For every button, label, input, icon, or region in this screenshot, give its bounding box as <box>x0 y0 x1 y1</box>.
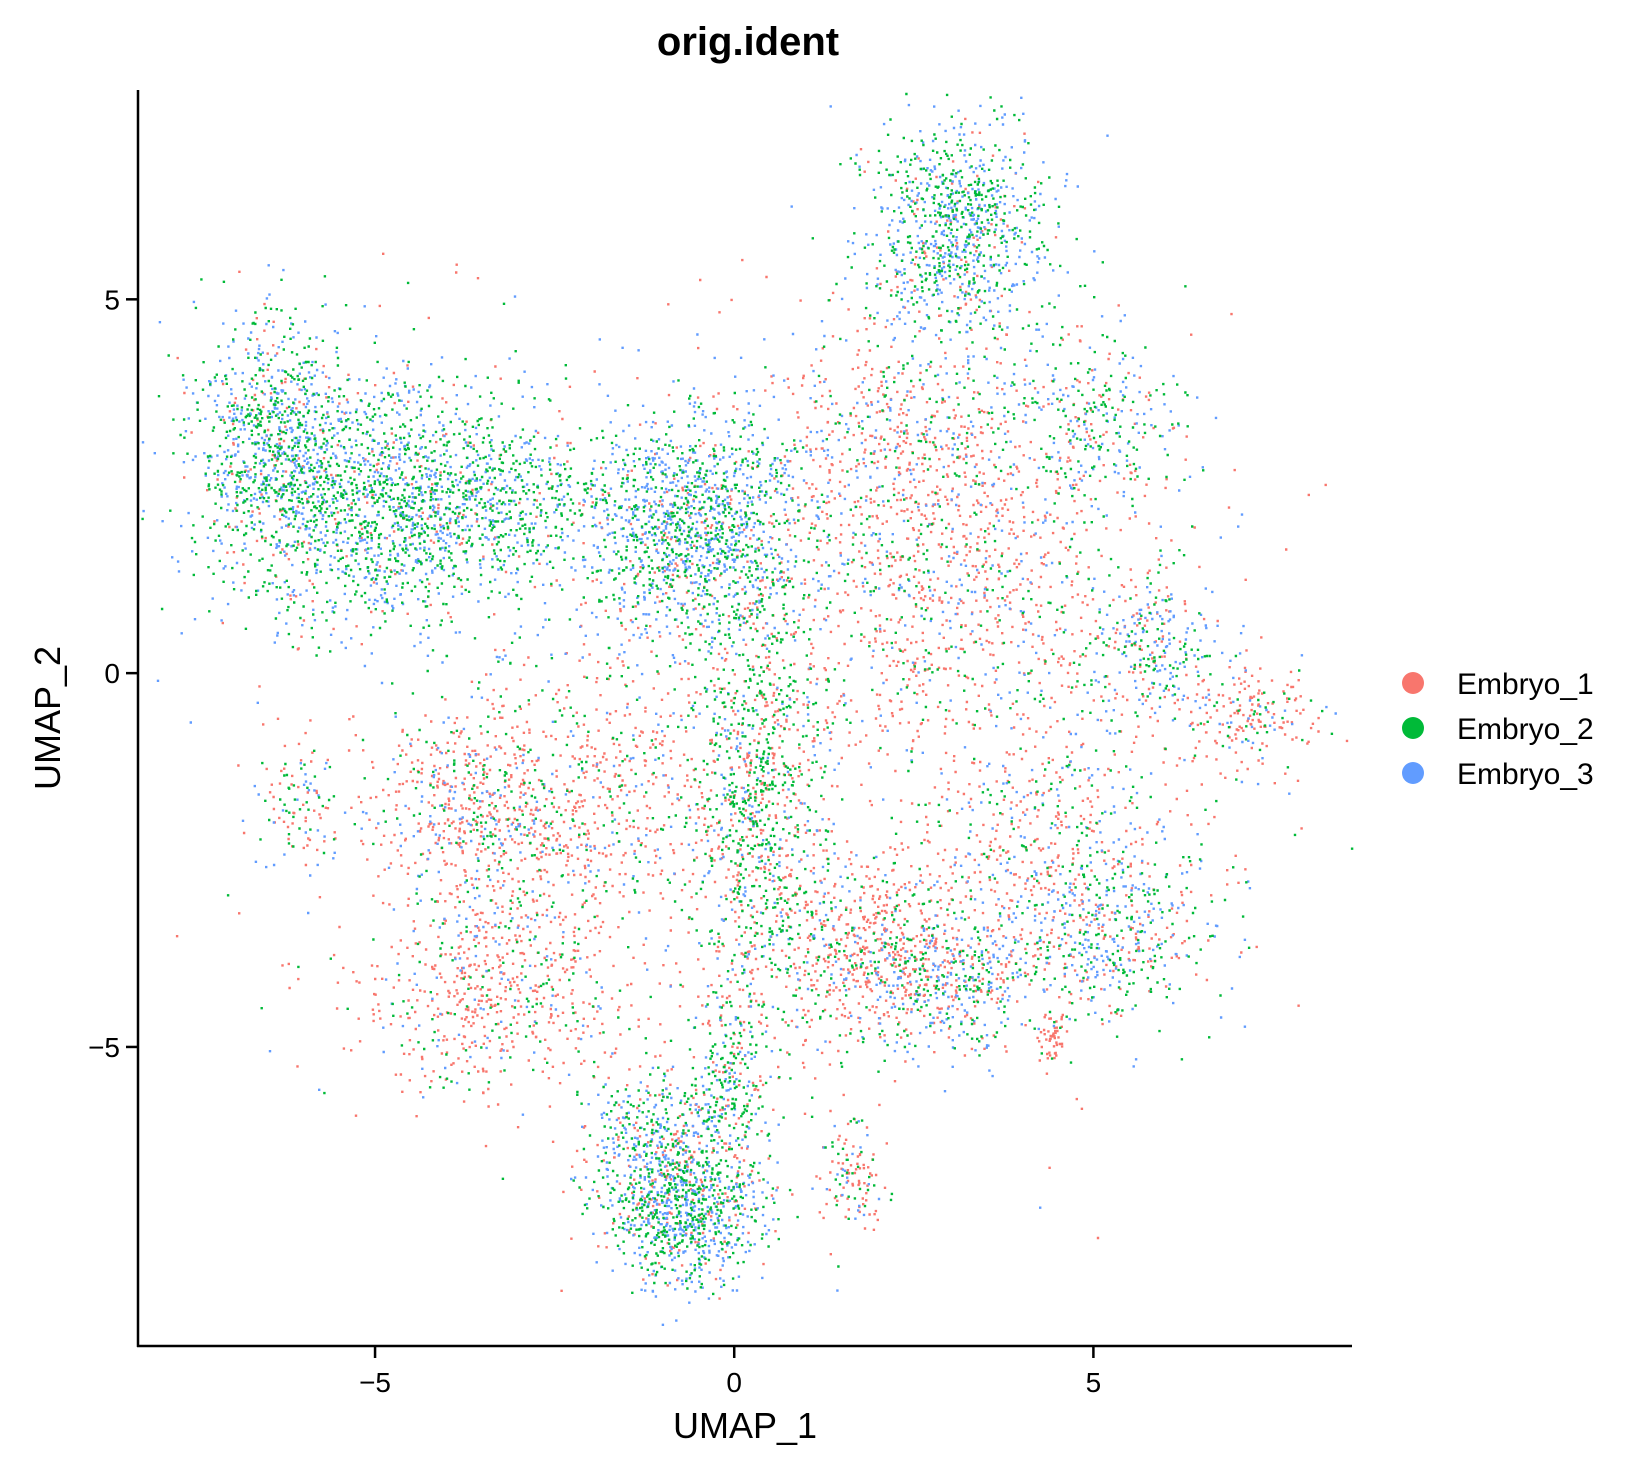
legend-label-embryo_1: Embryo_1 <box>1457 668 1594 701</box>
y-axis-title: UMAP_2 <box>27 646 68 790</box>
points-embryo_1 <box>175 117 1349 1300</box>
y-tick-label: −5 <box>88 1032 120 1063</box>
chart-title: orig.ident <box>657 20 839 64</box>
y-tick-label: 0 <box>104 658 120 689</box>
x-tick-label: 5 <box>1086 1367 1102 1398</box>
scatter-points <box>141 92 1354 1327</box>
points-embryo_2 <box>141 92 1354 1296</box>
x-tick-label: −5 <box>359 1367 391 1398</box>
x-axis-title: UMAP_1 <box>673 1405 817 1446</box>
points-embryo_3 <box>141 96 1337 1327</box>
x-axis-ticks: −5 0 5 <box>359 1346 1101 1398</box>
legend-key-embryo_1 <box>1402 672 1424 694</box>
legend-key-embryo_3 <box>1402 762 1424 784</box>
y-tick-label: 5 <box>104 284 120 315</box>
legend-key-embryo_2 <box>1402 717 1424 739</box>
legend: Embryo_1 Embryo_2 Embryo_3 <box>1402 668 1594 791</box>
legend-label-embryo_2: Embryo_2 <box>1457 713 1594 746</box>
y-axis-ticks: −5 0 5 <box>88 284 138 1063</box>
legend-label-embryo_3: Embryo_3 <box>1457 758 1594 791</box>
x-tick-label: 0 <box>726 1367 742 1398</box>
